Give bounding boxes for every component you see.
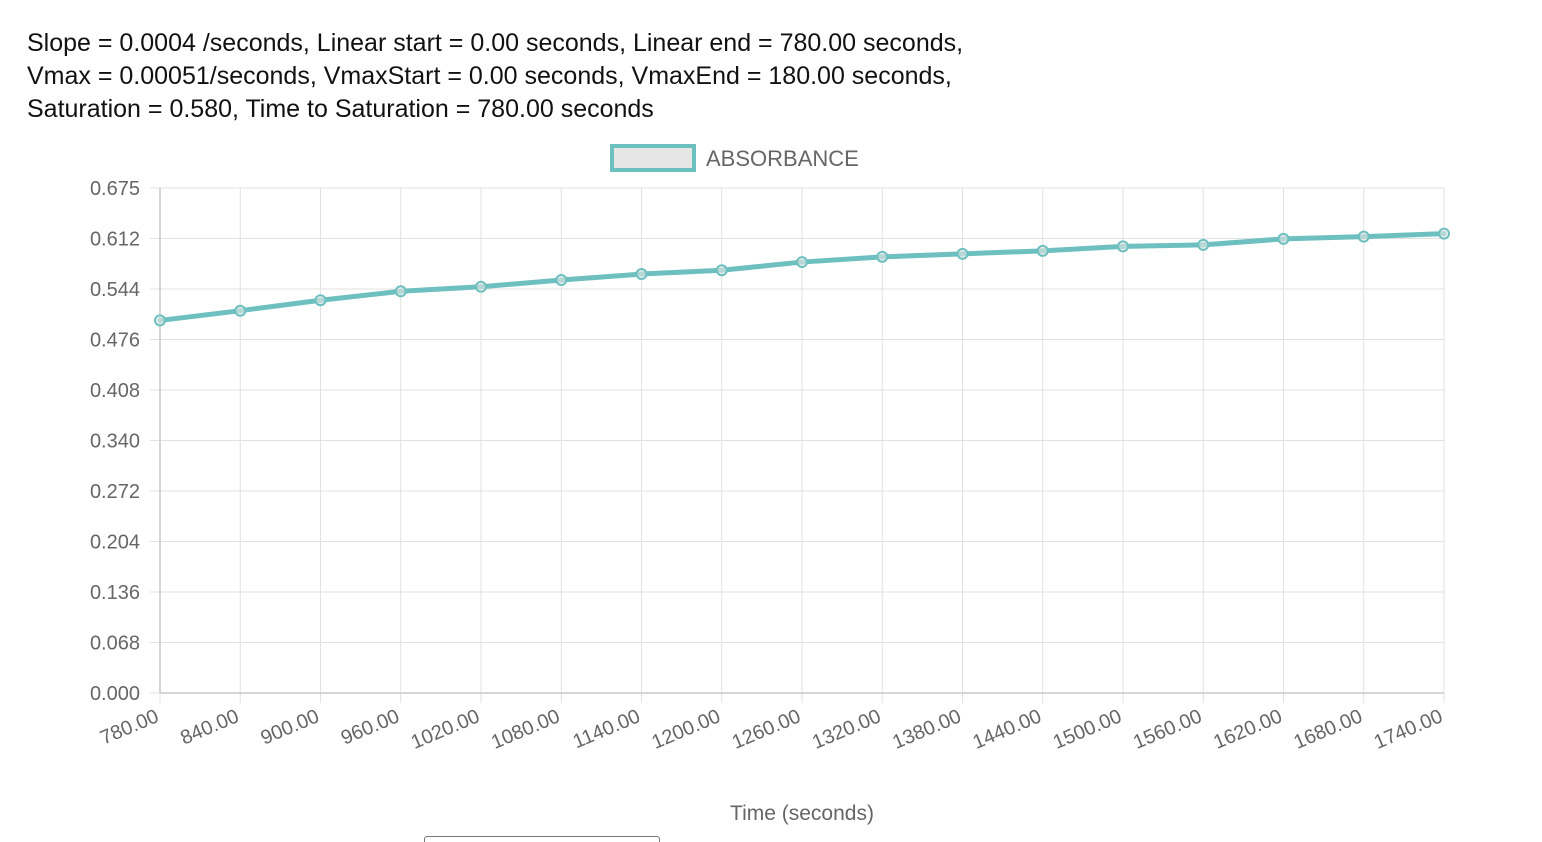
y-tick-label: 0.612: [90, 229, 140, 251]
x-tick-label: 960.00: [338, 705, 403, 749]
x-tick-labels: 780.00 840.00 900.00 960.00 1020.00 1080.00 11…: [97, 705, 1446, 753]
y-tick-label: 0.675: [90, 178, 140, 200]
x-tick-label: 1140.00: [570, 705, 644, 753]
y-tick-label: 0.476: [90, 330, 140, 352]
y-tick-label: 0.068: [90, 633, 140, 655]
x-tick-label: 840.00: [177, 705, 242, 749]
x-axis-title: Time (seconds): [730, 802, 874, 825]
summary-stats: Slope = 0.0004 /seconds, Linear start = …: [27, 27, 1427, 126]
x-tick-label: 1020.00: [408, 705, 483, 753]
x-tick-label: 1380.00: [889, 705, 964, 753]
data-point[interactable]: [715, 264, 728, 277]
series-absorbance: [154, 227, 1450, 327]
data-point[interactable]: [796, 256, 808, 269]
data-point[interactable]: [394, 285, 407, 298]
x-tick-label: 1320.00: [809, 705, 884, 753]
data-point[interactable]: [635, 268, 648, 281]
x-tick-label: 780.00: [97, 705, 162, 749]
y-tick-label: 0.204: [90, 532, 140, 554]
axes: [159, 188, 1444, 694]
y-tick-label: 0.408: [90, 380, 140, 402]
x-tick-label: 1560.00: [1130, 705, 1205, 753]
data-point[interactable]: [1438, 227, 1450, 240]
summary-line-slope: Slope = 0.0004 /seconds, Linear start = …: [27, 29, 964, 57]
legend-swatch: [610, 144, 696, 172]
data-point[interactable]: [956, 247, 969, 260]
x-tick-label: 1200.00: [649, 705, 724, 753]
select-field[interactable]: [424, 836, 660, 842]
data-point[interactable]: [154, 314, 166, 327]
data-point[interactable]: [1277, 232, 1290, 245]
data-point[interactable]: [1036, 244, 1049, 257]
y-tick-label: 0.544: [90, 279, 140, 301]
legend-label-absorbance: ABSORBANCE: [706, 146, 859, 171]
data-point[interactable]: [876, 250, 889, 263]
grid-lines: [150, 187, 1445, 703]
bottom-controls-cutoff: [0, 826, 1542, 842]
y-tick-labels: 0.675 0.612 0.544 0.476 0.408 0.340 0.272 0.204…: [90, 178, 140, 705]
y-tick-label: 0.272: [90, 481, 140, 503]
y-tick-label: 0.340: [90, 431, 140, 453]
x-tick-label: 1740.00: [1371, 705, 1446, 753]
data-point[interactable]: [1197, 238, 1210, 251]
summary-line-saturation: Saturation = 0.580, Time to Saturation =…: [27, 95, 654, 123]
data-point[interactable]: [555, 274, 568, 287]
data-point[interactable]: [1117, 240, 1129, 253]
summary-line-vmax: Vmax = 0.00051/seconds, VmaxStart = 0.00…: [27, 62, 952, 90]
x-tick-label: 1080.00: [488, 705, 563, 753]
data-point[interactable]: [1357, 230, 1370, 243]
x-tick-label: 1680.00: [1291, 705, 1366, 753]
x-tick-label: 1260.00: [729, 705, 804, 753]
y-tick-label: 0.000: [90, 683, 140, 705]
y-tick-label: 0.136: [90, 582, 140, 604]
x-tick-label: 1500.00: [1050, 705, 1125, 753]
data-point[interactable]: [234, 304, 247, 317]
data-point[interactable]: [314, 294, 327, 307]
data-point[interactable]: [475, 280, 487, 293]
legend[interactable]: ABSORBANCE: [610, 144, 859, 172]
x-tick-label: 1620.00: [1210, 705, 1285, 753]
x-tick-label: 1440.00: [970, 705, 1045, 753]
x-tick-label: 900.00: [258, 705, 323, 749]
